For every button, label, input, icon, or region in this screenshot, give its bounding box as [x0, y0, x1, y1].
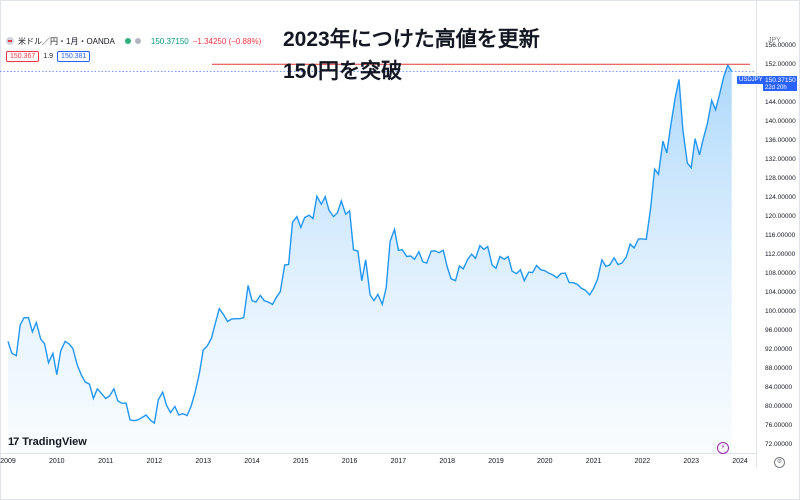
data-status-icon	[134, 38, 141, 44]
symbol-title[interactable]: 米ドル／円・1月・OANDA	[18, 36, 115, 46]
y-tick-label: 108.00000	[765, 270, 796, 277]
x-tick-label: 2020	[537, 458, 553, 465]
y-tick-label: 156.00000	[765, 42, 796, 49]
price-change: −1.34250 (−0.88%)	[192, 36, 262, 46]
y-tick-label: 84.00000	[765, 384, 792, 391]
headline-line-1: 2023年につけた高値を更新	[283, 28, 540, 51]
x-tick-label: 2013	[195, 458, 211, 465]
price-area-fill	[8, 65, 732, 453]
gear-icon[interactable]: ⚙	[774, 457, 785, 468]
x-tick-label: 2012	[147, 458, 163, 465]
y-tick-label: 120.00000	[765, 213, 796, 220]
flash-icon[interactable]: ⚡	[717, 442, 729, 454]
x-tick-label: 2016	[342, 458, 358, 465]
y-tick-label: 88.00000	[765, 365, 792, 372]
x-tick-label: 2014	[244, 458, 260, 465]
y-tick-label: 116.00000	[765, 232, 796, 239]
price-series-line[interactable]	[7, 63, 733, 425]
tradingview-wordmark: TradingView	[22, 436, 87, 448]
x-tick-label: 2018	[439, 458, 455, 465]
y-tick-label: 124.00000	[765, 194, 796, 201]
buy-button[interactable]: 150.381	[57, 51, 91, 62]
y-tick-label: 140.00000	[765, 118, 796, 125]
symbol-tag: USDJPY	[737, 76, 765, 84]
bid-ask-row: 150.367 1.9 150.381	[6, 51, 91, 62]
x-tick-label: 2022	[635, 458, 651, 465]
x-tick-label: 2011	[98, 458, 113, 465]
tradingview-logo[interactable]: 17 TradingView	[8, 436, 87, 448]
x-tick-label: 2015	[293, 458, 309, 465]
symbol-header: 米ドル／円・1月・OANDA 150.37150 −1.34250 (−0.88…	[6, 34, 261, 48]
x-tick-label: 2017	[391, 458, 407, 465]
bar-countdown-tag: 22d 20h	[763, 85, 797, 91]
flag-icon	[6, 37, 14, 45]
price-axis-separator	[756, 0, 757, 468]
last-price: 150.37150	[150, 36, 189, 46]
x-tick-label: 2009	[0, 458, 16, 465]
headline: 2023年につけた高値を更新 150円を突破	[283, 24, 540, 88]
y-tick-label: 96.00000	[765, 327, 792, 334]
y-tick-label: 152.00000	[765, 61, 796, 68]
headline-line-2: 150円を突破	[283, 60, 403, 83]
tradingview-logo-icon: 17	[8, 436, 19, 448]
y-tick-label: 76.00000	[765, 422, 792, 429]
x-tick-label: 2010	[49, 458, 65, 465]
x-tick-label: 2021	[586, 458, 602, 465]
current-price-tag: 150.37150	[763, 76, 797, 85]
sell-button[interactable]: 150.367	[6, 51, 40, 62]
x-tick-label: 2024	[732, 458, 748, 465]
y-tick-label: 92.00000	[765, 346, 792, 353]
y-tick-label: 72.00000	[765, 441, 792, 448]
currency-label[interactable]: JPY	[768, 37, 781, 44]
time-axis-separator	[0, 453, 757, 454]
y-tick-label: 144.00000	[765, 99, 796, 106]
y-tick-label: 128.00000	[765, 175, 796, 182]
x-tick-label: 2023	[683, 458, 699, 465]
y-tick-label: 80.00000	[765, 403, 792, 410]
y-tick-label: 136.00000	[765, 137, 796, 144]
spread-value: 1.9	[43, 53, 54, 60]
y-tick-label: 104.00000	[765, 289, 796, 296]
x-tick-label: 2019	[488, 458, 504, 465]
y-tick-label: 112.00000	[765, 251, 796, 258]
y-tick-label: 100.00000	[765, 308, 796, 315]
market-open-icon	[124, 38, 131, 44]
y-tick-label: 132.00000	[765, 156, 796, 163]
